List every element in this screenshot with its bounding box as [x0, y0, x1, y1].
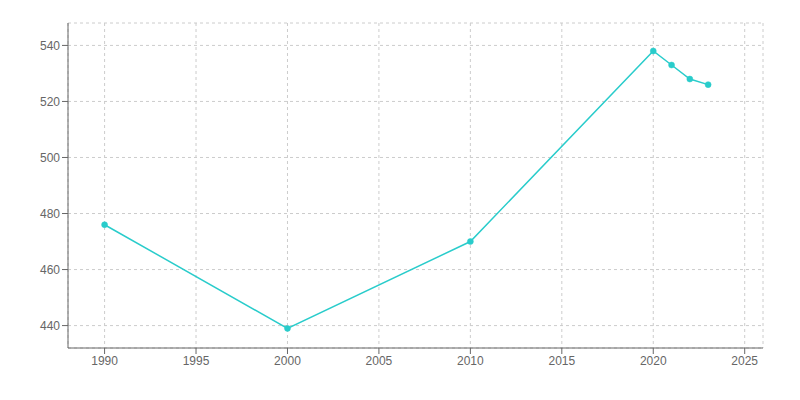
- svg-text:1995: 1995: [183, 354, 210, 368]
- svg-text:2025: 2025: [731, 354, 758, 368]
- svg-text:2010: 2010: [457, 354, 484, 368]
- svg-text:2020: 2020: [640, 354, 667, 368]
- svg-text:2005: 2005: [366, 354, 393, 368]
- svg-text:520: 520: [40, 95, 60, 109]
- svg-text:440: 440: [40, 319, 60, 333]
- svg-text:2000: 2000: [274, 354, 301, 368]
- svg-text:460: 460: [40, 263, 60, 277]
- svg-text:540: 540: [40, 39, 60, 53]
- svg-text:2015: 2015: [548, 354, 575, 368]
- svg-text:500: 500: [40, 151, 60, 165]
- svg-text:480: 480: [40, 207, 60, 221]
- svg-text:1990: 1990: [91, 354, 118, 368]
